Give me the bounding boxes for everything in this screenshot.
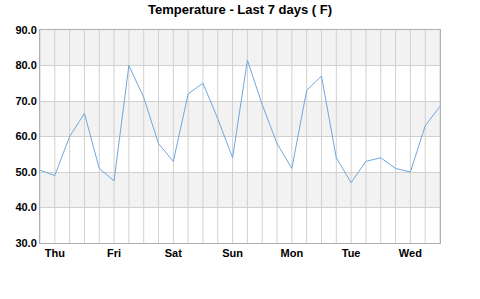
svg-text:Mon: Mon bbox=[281, 247, 304, 259]
svg-text:Sat: Sat bbox=[165, 247, 182, 259]
svg-text:50.0: 50.0 bbox=[15, 166, 36, 178]
svg-text:90.0: 90.0 bbox=[15, 24, 36, 36]
svg-text:Tue: Tue bbox=[342, 247, 361, 259]
svg-text:40.0: 40.0 bbox=[15, 201, 36, 213]
svg-text:80.0: 80.0 bbox=[15, 59, 36, 71]
svg-text:Temperature - Last 7 days ( F): Temperature - Last 7 days ( F) bbox=[148, 2, 332, 17]
svg-text:Wed: Wed bbox=[399, 247, 422, 259]
svg-text:30.0: 30.0 bbox=[15, 237, 36, 249]
svg-text:Fri: Fri bbox=[107, 247, 121, 259]
svg-text:Sun: Sun bbox=[222, 247, 243, 259]
svg-text:60.0: 60.0 bbox=[15, 130, 36, 142]
svg-text:Thu: Thu bbox=[45, 247, 65, 259]
svg-text:70.0: 70.0 bbox=[15, 95, 36, 107]
